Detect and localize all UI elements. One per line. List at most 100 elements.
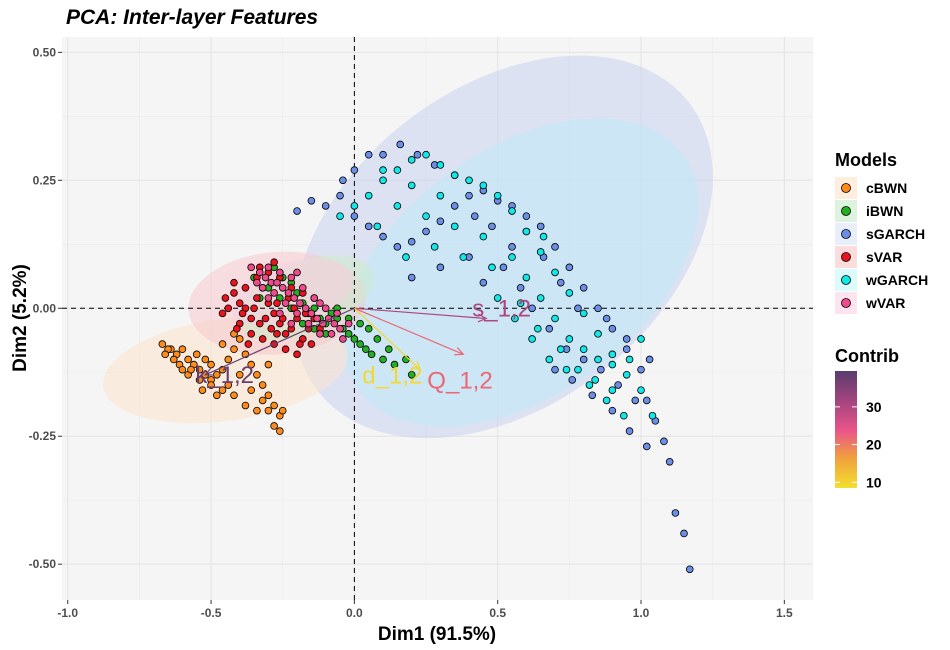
- legend-label-ibwn: iBWN: [866, 203, 903, 219]
- point-wgarch: [522, 273, 531, 282]
- point-ibwn: [356, 319, 364, 328]
- point-cbwn: [235, 370, 244, 379]
- point-sgarch: [396, 140, 405, 149]
- point-ibwn: [407, 370, 416, 379]
- point-wgarch: [422, 212, 430, 220]
- point-wgarch: [536, 294, 545, 302]
- point-sgarch: [350, 212, 359, 220]
- point-svar: [293, 350, 301, 359]
- point-sgarch: [685, 565, 694, 574]
- point-wgarch: [565, 335, 574, 343]
- point-cbwn: [224, 381, 233, 389]
- legend-items: cBWN iBWN sGARCH sVAR wGARCH wVAR: [835, 177, 928, 314]
- point-svar: [247, 314, 255, 323]
- point-sgarch: [614, 381, 622, 389]
- point-sgarch: [465, 191, 473, 200]
- variable-label: Q_1,2: [427, 367, 492, 394]
- point-wgarch: [488, 263, 496, 272]
- point-wvar: [253, 278, 261, 287]
- point-sgarch: [488, 222, 496, 231]
- point-sgarch: [413, 150, 422, 159]
- point-wgarch: [608, 360, 617, 369]
- arrowhead: [411, 361, 422, 371]
- point-svar: [244, 340, 253, 348]
- point-ibwn: [379, 355, 387, 364]
- point-cbwn: [247, 386, 255, 394]
- legend-key-ibwn: [841, 206, 851, 216]
- point-wgarch: [579, 309, 588, 318]
- legend-title: Models: [835, 150, 897, 170]
- point-cbwn: [218, 386, 227, 394]
- point-ibwn: [350, 335, 359, 343]
- point-sgarch: [642, 396, 651, 405]
- point-sgarch: [622, 335, 631, 343]
- point-wvar: [284, 289, 293, 297]
- point-svar: [281, 330, 290, 338]
- point-wgarch: [594, 330, 602, 338]
- point-sgarch: [379, 232, 387, 241]
- point-sgarch: [574, 304, 582, 313]
- point-ibwn: [364, 324, 373, 333]
- point-ibwn: [390, 360, 399, 369]
- point-wgarch: [608, 350, 617, 359]
- point-cbwn: [198, 386, 207, 394]
- point-cbwn: [187, 365, 195, 374]
- point-sgarch: [551, 243, 559, 251]
- point-ibwn: [367, 350, 376, 359]
- point-wvar: [293, 309, 301, 318]
- arrowhead: [204, 367, 215, 376]
- point-sgarch: [556, 278, 565, 287]
- legend-key-cbwn: [841, 183, 851, 193]
- point-ibwn: [344, 330, 353, 338]
- point-wgarch: [562, 365, 571, 374]
- point-cbwn: [192, 350, 201, 359]
- point-svar: [230, 289, 238, 297]
- point-sgarch: [631, 396, 640, 405]
- point-wgarch: [591, 376, 599, 384]
- point-sgarch: [568, 376, 577, 384]
- point-cbwn: [161, 350, 169, 359]
- point-cbwn: [270, 422, 278, 430]
- arrow-q12: [354, 307, 464, 355]
- arrowhead: [454, 347, 465, 356]
- point-svar: [258, 335, 267, 343]
- point-wgarch: [620, 411, 628, 420]
- colorbar-ticks: 10 20 30: [835, 399, 882, 490]
- point-wgarch: [508, 207, 516, 215]
- point-wgarch: [637, 386, 645, 394]
- point-wgarch: [493, 294, 502, 302]
- point-sgarch: [436, 217, 445, 226]
- point-wvar: [290, 294, 298, 302]
- point-sgarch: [516, 283, 525, 292]
- arrow-d12: [353, 307, 421, 371]
- point-sgarch: [545, 324, 554, 333]
- point-ibwn: [384, 345, 393, 354]
- point-wgarch: [534, 324, 542, 333]
- point-cbwn: [276, 427, 284, 435]
- point-sgarch: [680, 529, 688, 538]
- arrowhead: [477, 313, 488, 323]
- point-sgarch: [321, 202, 330, 210]
- point-wvar: [276, 309, 284, 318]
- legend-label-cbwn: cBWN: [866, 180, 907, 196]
- point-wgarch: [574, 365, 582, 374]
- y-tick-label: -0.50: [29, 557, 57, 571]
- zero-lines: [62, 37, 813, 600]
- point-wgarch: [393, 202, 402, 210]
- point-sgarch: [364, 150, 373, 159]
- point-cbwn: [235, 335, 244, 343]
- point-sgarch: [597, 365, 605, 374]
- legend-label-svar: sVAR: [866, 249, 902, 265]
- point-sgarch: [407, 237, 416, 246]
- point-wvar: [287, 273, 296, 282]
- legend: Models cBWN iBWN sGARCH sVAR wGARCH wVAR: [835, 150, 928, 314]
- legend-key-sgarch: [841, 229, 851, 239]
- point-sgarch: [436, 263, 445, 272]
- point-svar: [296, 340, 304, 348]
- point-svar: [270, 258, 278, 267]
- point-sgarch: [637, 365, 645, 374]
- point-sgarch: [625, 427, 634, 435]
- point-wgarch: [459, 253, 468, 261]
- point-sgarch: [307, 196, 316, 205]
